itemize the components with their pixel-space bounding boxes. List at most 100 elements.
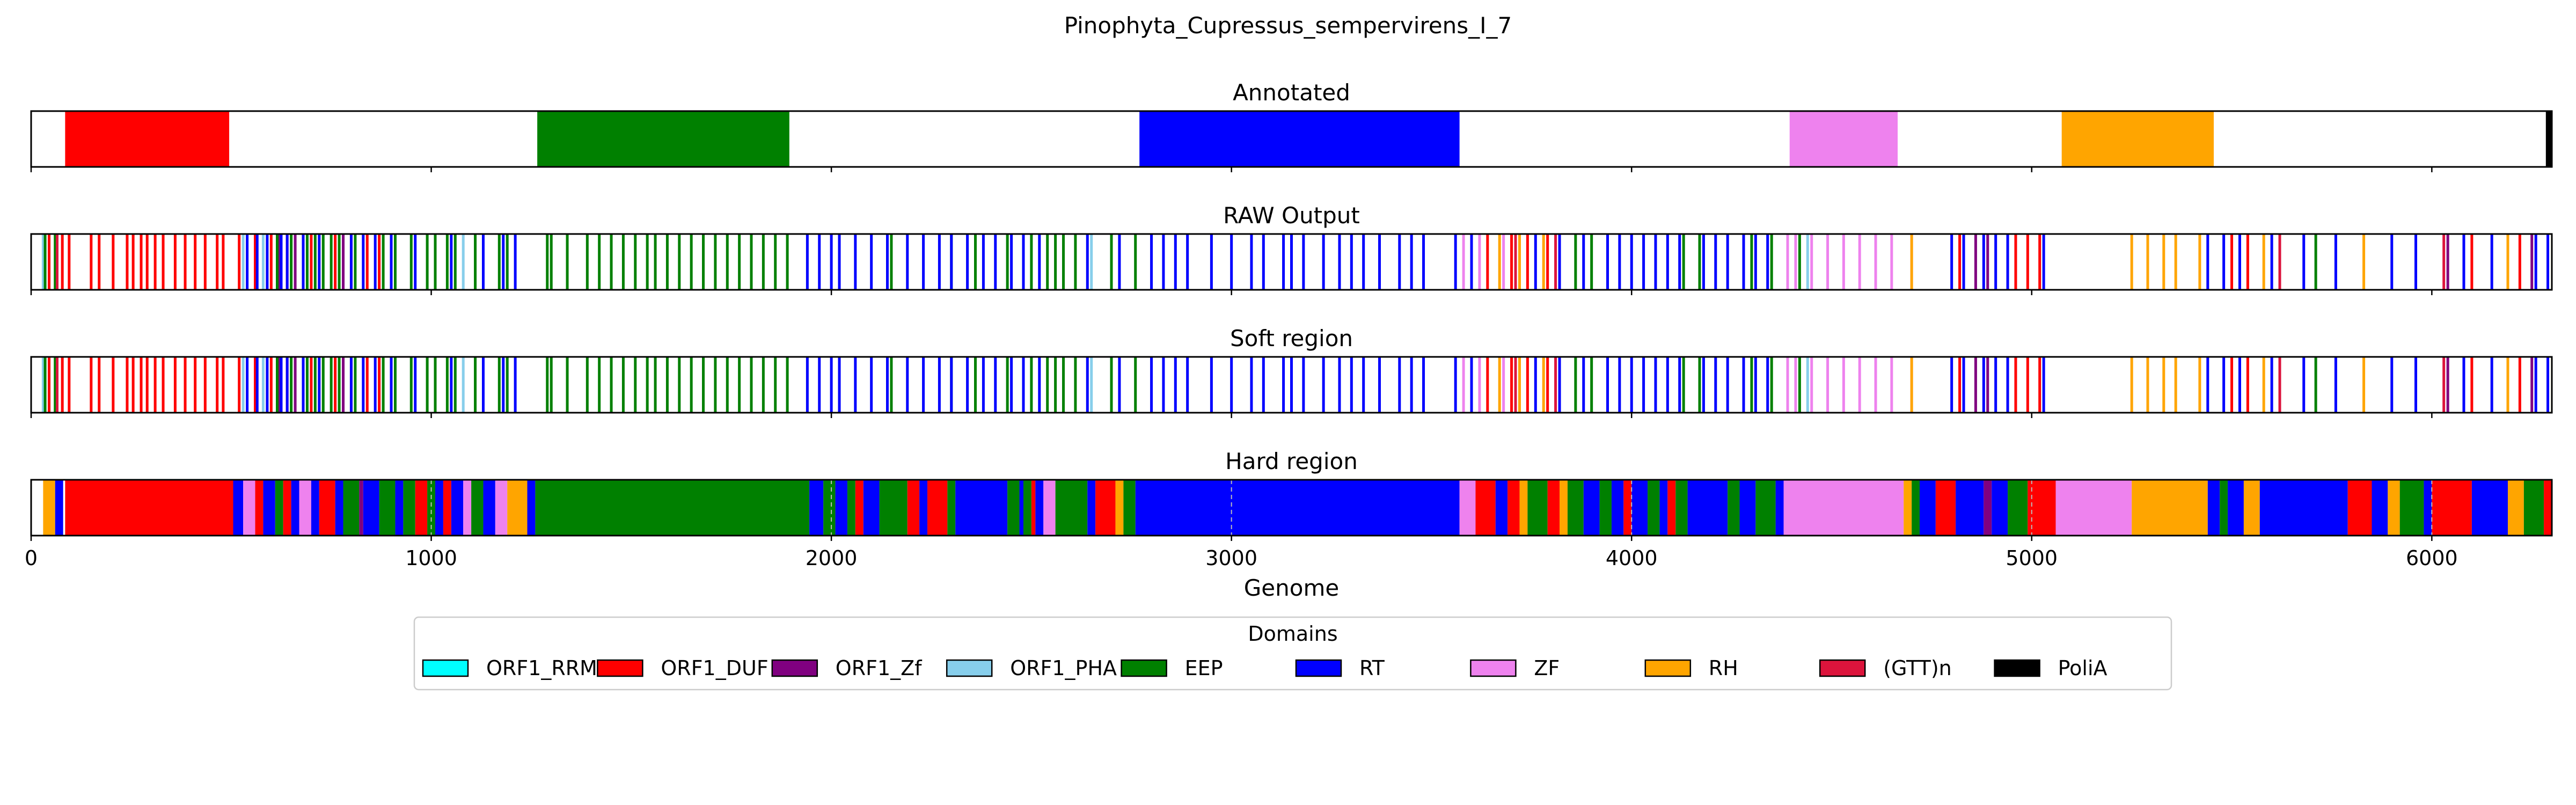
line-RT [1630, 357, 1633, 413]
line-RT [302, 234, 305, 290]
segment-RT [527, 480, 536, 536]
segment-RT [1659, 480, 1668, 536]
line-ORF1_DUF [1526, 357, 1529, 413]
legend-label: EEP [1185, 656, 1223, 680]
segment-ZF [2055, 480, 2132, 536]
line-RT [922, 357, 925, 413]
line-RT [994, 357, 997, 413]
line-RT [450, 234, 453, 290]
line-ORF1_DUF [310, 357, 313, 413]
line-ORF1_DUF [173, 357, 177, 413]
legend-swatch-ORF1_RRM [422, 659, 469, 677]
line-EEP [43, 234, 47, 290]
line-ORF1_DUF [1546, 234, 1549, 290]
line-RT [870, 234, 873, 290]
line-RT [318, 234, 321, 290]
segment-RT [1135, 480, 1460, 536]
line-RT [1022, 234, 1025, 290]
segment-EEP [1648, 480, 1660, 536]
line-EEP [762, 357, 765, 413]
line-ORF1_DUF [365, 234, 369, 290]
segment-RH [2388, 480, 2400, 536]
line-ORF1_DUF [112, 234, 115, 290]
line-EEP [714, 357, 717, 413]
legend: Domains ORF1_RRM ORF1_DUF ORF1_Zf ORF1_PHA EE… [413, 616, 2172, 691]
line-ZF [1810, 234, 1813, 290]
line-RH [2198, 357, 2201, 413]
segment-EEP [1599, 480, 1612, 536]
segment-ORF1_DUF [1475, 480, 1496, 536]
line-ORF1_Zf [342, 234, 345, 290]
line-EEP [1030, 234, 1033, 290]
line-ORF1_DUF [112, 357, 115, 413]
line-ORF1_DUF [131, 234, 135, 290]
legend-frame [413, 616, 2172, 691]
segment-ZF [1783, 480, 1904, 536]
segment-ORF1_DUF [1031, 480, 1036, 536]
track-title: Annotated [1233, 79, 1350, 106]
line-ORF1_DUF [61, 357, 64, 413]
line-RT [1186, 234, 1189, 290]
line-EEP [1134, 357, 1137, 413]
line-ZF [1462, 357, 1465, 413]
line-RT [1378, 234, 1381, 290]
line-EEP [586, 234, 589, 290]
line-ORF1_DUF [254, 234, 257, 290]
line-RT [1534, 234, 1537, 290]
line-RT [2042, 234, 2045, 290]
line-RT [2222, 234, 2226, 290]
segment-RT [311, 480, 319, 536]
segment-EEP [1007, 480, 1020, 536]
segment-ORF1_DUF [283, 480, 291, 536]
line-RT [349, 234, 353, 290]
line-EEP [546, 234, 549, 290]
line-RT [2302, 357, 2306, 413]
line-ZF [1890, 357, 1893, 413]
line-RT [266, 357, 269, 413]
line-EEP [497, 234, 501, 290]
line-RT [1950, 234, 1953, 290]
segment-ORF1_DUF [1935, 480, 1956, 536]
line-EEP [621, 234, 625, 290]
line-ORF1_DUF [126, 234, 129, 290]
line-ORF1_DUF [2518, 234, 2521, 290]
line-RT [514, 357, 517, 413]
line-EEP [1074, 357, 1077, 413]
line-EEP [1062, 234, 1065, 290]
line-RT [1282, 357, 1285, 413]
line-EEP [586, 357, 589, 413]
track-frame [30, 110, 2553, 168]
line-EEP [2314, 234, 2317, 290]
line-RH [2262, 357, 2265, 413]
line-EEP [497, 357, 501, 413]
line-RT [1558, 357, 1561, 413]
segment-EEP [1675, 480, 1688, 536]
line-RT [1422, 234, 1425, 290]
line-ZF [1810, 357, 1813, 413]
line-RT [1618, 357, 1621, 413]
line-RT [2390, 357, 2394, 413]
segment-ZF [495, 480, 508, 536]
line-EEP [1030, 357, 1033, 413]
line-RT [2238, 234, 2241, 290]
line-EEP [1054, 234, 1057, 290]
line-ORF1_DUF [254, 357, 257, 413]
segment-ORF1_DUF [1547, 480, 1560, 536]
line-RH [2362, 234, 2366, 290]
line-EEP [1046, 234, 1049, 290]
line-ORF1_DUF [162, 234, 165, 290]
line-EEP [426, 357, 429, 413]
line-RT [1754, 234, 1757, 290]
line-EEP [774, 234, 777, 290]
line-EEP [690, 357, 693, 413]
line-ORF1_DUF [153, 357, 157, 413]
line-(GTT)n [1554, 234, 1557, 290]
line-ORF1_DUF [126, 357, 129, 413]
line-RT [950, 357, 953, 413]
x-tick-label: 5000 [2006, 546, 2058, 570]
line-RT [390, 357, 393, 413]
line-ZF [1502, 357, 1505, 413]
line-ORF1_DUF [131, 357, 135, 413]
segment-ORF1_DUF [855, 480, 863, 536]
line-RT [2546, 357, 2550, 413]
